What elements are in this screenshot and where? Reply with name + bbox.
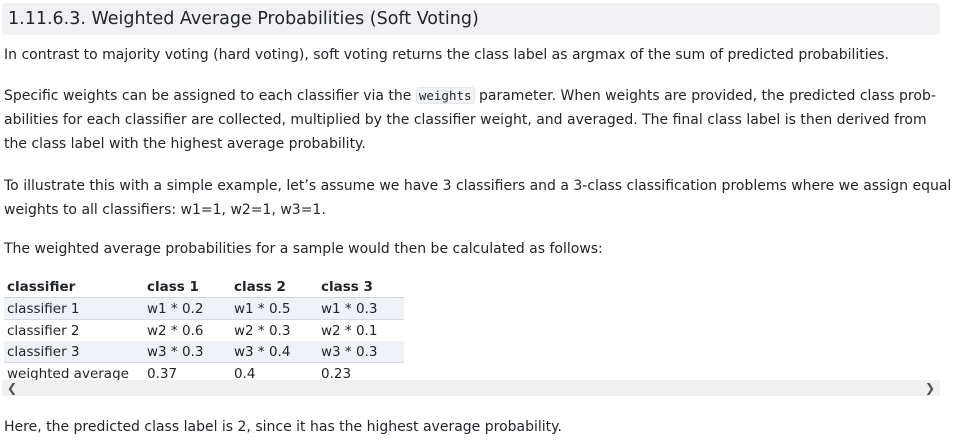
table-cell: 0.37: [147, 365, 178, 382]
table-cell: classifier 3: [4, 341, 144, 363]
paragraph-conclusion: Here, the predicted class label is 2, si…: [4, 419, 562, 435]
table-cell: weighted average: [7, 365, 129, 382]
table-header-cell: classifier: [4, 276, 144, 298]
table-cell: w1 * 0.2: [144, 297, 231, 320]
section-title: 1.11.6.3. Weighted Average Probabilities…: [8, 9, 479, 29]
table-cell: w3 * 0.4: [231, 341, 318, 363]
table-header-cell: class 2: [231, 276, 318, 298]
paragraph-example: To illustrate this with a simple example…: [4, 174, 951, 222]
table-cell: w1 * 0.5: [231, 297, 318, 320]
table-cell: classifier 2: [7, 322, 80, 339]
table-row: weighted average 0.37 0.4 0.23: [4, 363, 404, 385]
table-cell: w2 * 0.3: [234, 322, 291, 339]
paragraph-weights: Specific weights can be assigned to each…: [4, 84, 936, 156]
table-cell: w1 * 0.3: [318, 297, 404, 320]
table-header-cell: class 1: [144, 276, 231, 298]
table-cell: 0.4: [234, 365, 256, 382]
table-cell: w2 * 0.6: [147, 322, 204, 339]
paragraph-weights-text: Specific weights can be assigned to each…: [4, 88, 416, 104]
table-header-cell: class 3: [318, 276, 404, 298]
table-header-row: classifier class 1 class 2 class 3: [4, 276, 404, 298]
paragraph-weights-text: the class label with the highest average…: [4, 136, 366, 152]
paragraph-weights-text: abilities for each classifier are collec…: [4, 112, 927, 128]
paragraph-example-text: weights to all classifiers: w1=1, w2=1, …: [4, 202, 326, 218]
scroll-right-icon[interactable]: ❯: [924, 381, 936, 395]
probabilities-table: classifier class 1 class 2 class 3 class…: [4, 276, 404, 384]
paragraph-soft-voting-intro: In contrast to majority voting (hard vot…: [4, 47, 889, 63]
table-cell: classifier 1: [4, 297, 144, 320]
table-row: classifier 3 w3 * 0.3 w3 * 0.4 w3 * 0.3: [4, 341, 404, 363]
section-heading-bar: 1.11.6.3. Weighted Average Probabilities…: [2, 3, 940, 35]
paragraph-calculation-intro: The weighted average probabilities for a…: [4, 241, 603, 257]
horizontal-scrollbar[interactable]: ❮ ❯: [2, 380, 940, 396]
paragraph-weights-text: parameter. When weights are provided, th…: [474, 88, 936, 104]
table-cell: w3 * 0.3: [144, 341, 231, 363]
scroll-left-icon[interactable]: ❮: [6, 381, 18, 395]
table-cell: w3 * 0.3: [318, 341, 404, 363]
probabilities-table-wrapper: classifier class 1 class 2 class 3 class…: [4, 276, 404, 384]
table-row: classifier 1 w1 * 0.2 w1 * 0.5 w1 * 0.3: [4, 297, 404, 320]
weights-code: weights: [415, 87, 475, 104]
table-cell: 0.23: [321, 365, 352, 382]
paragraph-example-text: To illustrate this with a simple example…: [4, 178, 952, 194]
table-row: classifier 2 w2 * 0.6 w2 * 0.3 w2 * 0.1: [4, 320, 404, 342]
table-cell: w2 * 0.1: [321, 322, 378, 339]
